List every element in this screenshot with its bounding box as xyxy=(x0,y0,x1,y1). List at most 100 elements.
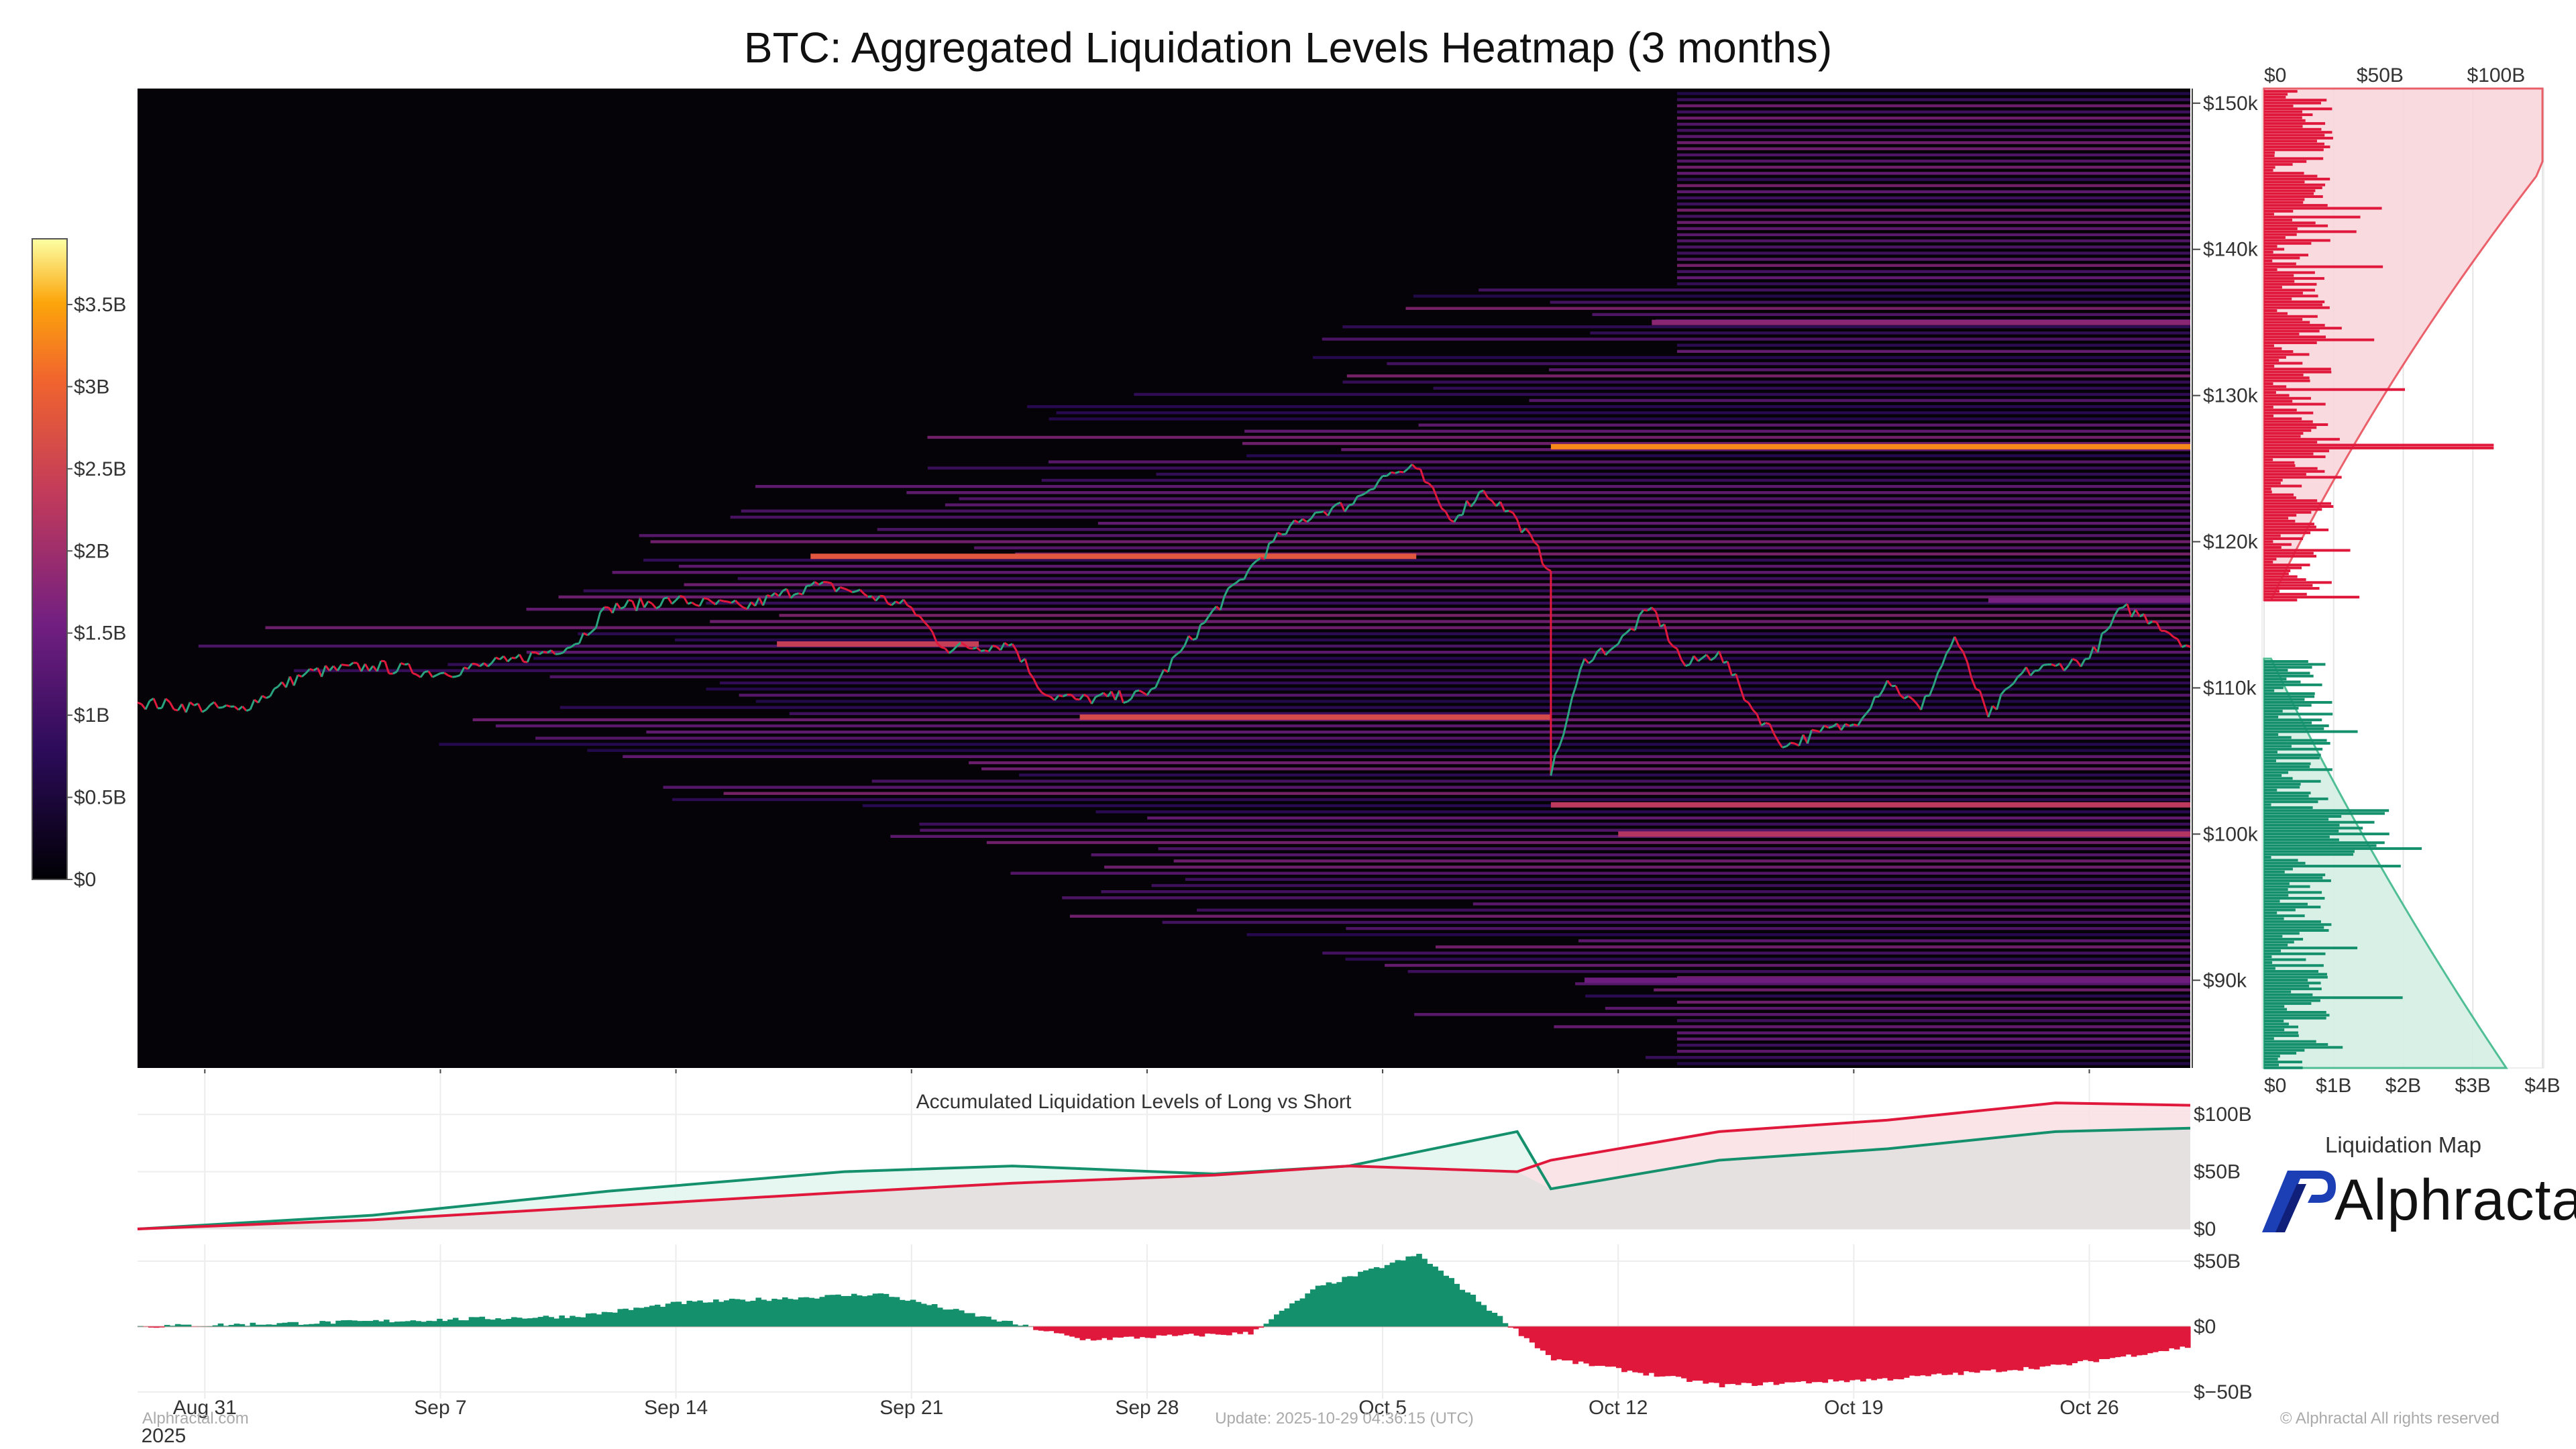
short-profile-bar xyxy=(2264,233,2297,236)
x-tick-label: Sep 7 xyxy=(414,1397,466,1419)
difference-negative-bar xyxy=(1064,1326,1070,1336)
difference-positive-bar xyxy=(713,1299,719,1327)
short-profile-bar xyxy=(2264,312,2288,315)
difference-negative-bar xyxy=(1253,1326,1259,1330)
short-profile-bar xyxy=(2264,575,2298,578)
difference-positive-bar xyxy=(936,1307,943,1327)
accumulated-panel: Accumulated Liquidation Levels of Long v… xyxy=(137,1073,2252,1240)
long-profile-bar xyxy=(2264,932,2300,935)
difference-positive-bar xyxy=(298,1324,304,1327)
difference-positive-bar xyxy=(792,1299,799,1327)
difference-positive-bar xyxy=(1448,1278,1455,1327)
difference-positive-bar xyxy=(1347,1276,1353,1327)
short-profile-bar xyxy=(2264,584,2313,587)
difference-negative-bar xyxy=(2066,1326,2073,1366)
difference-negative-bar xyxy=(1833,1326,1839,1382)
short-profile-bar xyxy=(2264,409,2297,412)
long-profile-bar xyxy=(2264,906,2321,909)
short-profile-bar xyxy=(2264,455,2326,458)
difference-positive-bar xyxy=(686,1300,692,1327)
difference-positive-bar xyxy=(894,1297,900,1327)
difference-negative-bar xyxy=(1589,1326,1595,1366)
short-profile-bar xyxy=(2264,221,2316,225)
short-profile-bar xyxy=(2264,215,2361,219)
short-profile-bar xyxy=(2264,125,2303,128)
short-profile-bar xyxy=(2264,142,2324,146)
long-profile-bar xyxy=(2264,996,2403,1000)
short-profile-bar xyxy=(2264,385,2287,388)
long-profile-bar xyxy=(2264,824,2340,827)
long-profile-bar xyxy=(2264,733,2279,736)
short-profile-bar xyxy=(2264,426,2317,429)
short-profile-bar xyxy=(2264,458,2273,462)
difference-negative-bar xyxy=(1817,1326,1823,1383)
profile-bottom-tick: $4B xyxy=(2524,1075,2560,1097)
short-profile-bar xyxy=(2264,116,2302,119)
difference-positive-bar xyxy=(708,1302,714,1327)
colorbar-gradient xyxy=(32,238,68,880)
profile-bottom-tick: $3B xyxy=(2455,1075,2491,1097)
short-profile-bar xyxy=(2264,300,2325,303)
long-profile-bar xyxy=(2264,1066,2303,1069)
long-profile-bar xyxy=(2264,1020,2284,1023)
long-profile-bar xyxy=(2264,853,2354,856)
difference-negative-bar xyxy=(1898,1326,1904,1380)
difference-negative-bar xyxy=(1128,1326,1135,1337)
difference-positive-bar xyxy=(964,1313,970,1327)
colorbar-tick-label: $3.5B xyxy=(74,294,126,316)
long-profile-bar xyxy=(2264,952,2326,955)
difference-negative-bar xyxy=(153,1326,160,1328)
difference-negative-bar xyxy=(1144,1326,1151,1338)
difference-negative-bar xyxy=(2088,1326,2094,1362)
difference-positive-bar xyxy=(287,1322,294,1327)
short-profile-bar xyxy=(2264,356,2286,359)
difference-negative-bar xyxy=(1996,1326,2002,1373)
long-profile-bar xyxy=(2264,742,2330,745)
short-profile-bar xyxy=(2264,478,2283,482)
difference-positive-bar xyxy=(1491,1312,1498,1327)
difference-positive-bar xyxy=(819,1297,826,1327)
difference-positive-bar xyxy=(910,1299,916,1327)
difference-negative-bar xyxy=(1892,1326,1899,1379)
difference-positive-bar xyxy=(378,1321,384,1327)
difference-negative-bar xyxy=(1155,1326,1162,1336)
short-profile-bar xyxy=(2264,248,2285,251)
difference-positive-bar xyxy=(479,1316,486,1327)
profile-top-tick: $50B xyxy=(2357,64,2404,87)
difference-negative-bar xyxy=(1599,1326,1606,1366)
difference-positive-bar xyxy=(697,1300,703,1327)
difference-positive-bar xyxy=(319,1321,325,1327)
short-profile-bar xyxy=(2264,528,2329,531)
difference-positive-bar xyxy=(1294,1300,1301,1327)
price-axis: $90k $100k $110k $120k $130k $140k $150k xyxy=(2192,89,2259,1068)
profile-bottom-tick: $2B xyxy=(2385,1075,2421,1097)
long-profile-bar xyxy=(2264,753,2321,757)
difference-positive-bar xyxy=(670,1301,677,1327)
difference-positive-bar xyxy=(1326,1282,1332,1327)
short-profile-bar xyxy=(2264,487,2271,490)
difference-negative-bar xyxy=(1177,1326,1183,1336)
short-profile-bar xyxy=(2264,350,2294,354)
difference-positive-bar xyxy=(702,1302,708,1327)
short-profile-bar xyxy=(2264,464,2296,468)
short-profile-bar xyxy=(2264,441,2318,444)
difference-positive-bar xyxy=(521,1318,528,1327)
panel2-y-ticks: $0 $50B $100B xyxy=(2194,1104,2252,1240)
difference-positive-bar xyxy=(915,1301,922,1327)
difference-positive-bar xyxy=(1012,1324,1018,1327)
difference-positive-bar xyxy=(330,1324,336,1327)
difference-negative-bar xyxy=(2093,1326,2100,1362)
difference-positive-bar xyxy=(325,1321,331,1327)
difference-negative-bar xyxy=(1150,1326,1157,1338)
short-profile-bar xyxy=(2264,417,2302,421)
difference-negative-bar xyxy=(1692,1326,1698,1381)
short-profile-bar xyxy=(2264,160,2307,163)
difference-positive-bar xyxy=(1279,1310,1285,1327)
difference-negative-bar xyxy=(1882,1326,1888,1379)
difference-positive-bar xyxy=(458,1320,464,1327)
panel3-tick-label: $−50B xyxy=(2194,1381,2253,1403)
long-profile-bar xyxy=(2264,888,2288,891)
difference-positive-bar xyxy=(1331,1283,1338,1327)
long-profile-bar xyxy=(2264,1031,2298,1034)
difference-negative-bar xyxy=(1920,1326,1926,1376)
